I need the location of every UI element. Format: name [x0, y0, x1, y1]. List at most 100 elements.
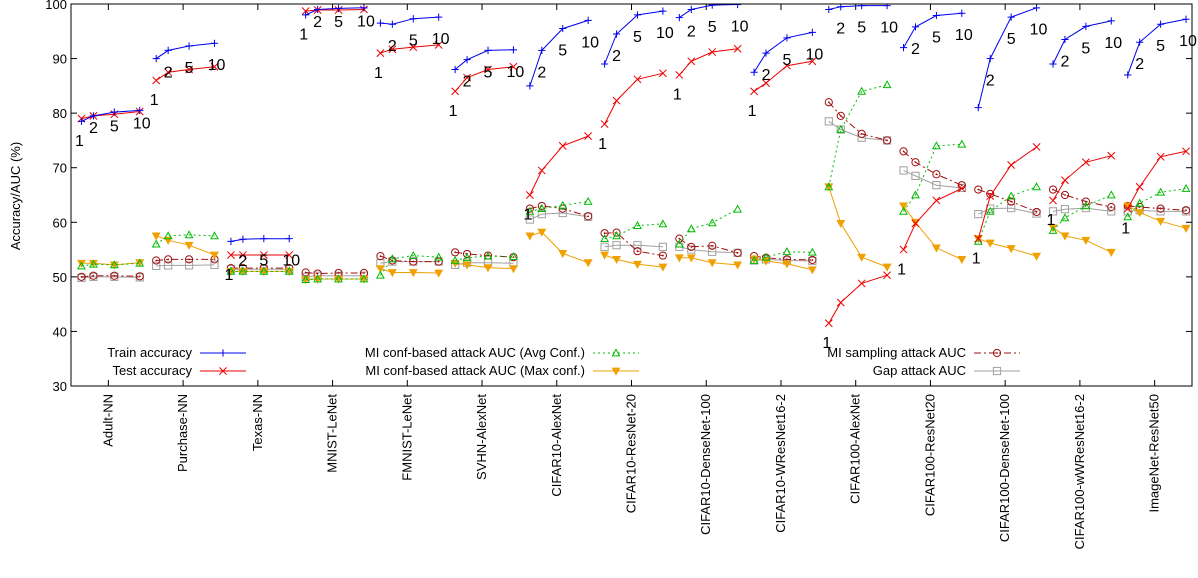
data-point	[1048, 207, 1058, 216]
data-point	[152, 54, 160, 63]
series-line	[828, 5, 888, 10]
data-point	[825, 5, 833, 14]
data-point	[974, 185, 983, 194]
data-point-center	[711, 244, 714, 247]
data-point	[376, 252, 385, 261]
checkpoint-label: 2	[164, 64, 173, 81]
data-point	[633, 241, 642, 250]
checkpoint-label: 1	[150, 92, 159, 109]
data-point	[708, 48, 717, 56]
data-point	[484, 65, 492, 74]
checkpoint-label: 2	[1061, 53, 1070, 70]
data-point-center	[1064, 194, 1066, 196]
series-line	[1127, 205, 1187, 229]
checkpoint-label: 10	[955, 27, 973, 44]
data-point	[463, 73, 472, 82]
series-line	[604, 244, 663, 248]
data-point-center	[587, 215, 590, 218]
checkpoint-label: 2	[911, 41, 920, 58]
checkpoint-label: 5	[1007, 31, 1016, 48]
data-point	[633, 11, 642, 19]
data-point	[633, 247, 642, 256]
data-point	[538, 46, 546, 54]
data-point	[986, 192, 995, 201]
data-point-center	[138, 275, 141, 278]
legend-entry-train: Train accuracy	[107, 345, 246, 360]
checkpoint-label: 5	[484, 64, 493, 81]
data-point	[824, 319, 833, 328]
data-point	[376, 49, 385, 58]
data-point	[932, 181, 941, 190]
data-point	[238, 266, 248, 275]
data-point	[857, 279, 866, 288]
data-point	[911, 171, 920, 181]
data-point	[135, 258, 145, 267]
series-line	[380, 16, 439, 25]
checkpoint-label: 2	[762, 67, 771, 84]
data-point	[451, 87, 460, 96]
data-point-center	[1185, 209, 1187, 212]
data-point-center	[636, 250, 639, 253]
data-point	[612, 231, 622, 240]
data-point	[836, 111, 845, 120]
data-point	[1107, 202, 1116, 212]
checkpoint-label: 2	[687, 23, 696, 40]
checkpoint-label: 5	[857, 20, 866, 37]
data-point	[707, 259, 717, 268]
data-point	[226, 251, 235, 259]
series-line	[156, 235, 215, 256]
data-point	[219, 349, 227, 357]
data-point	[152, 256, 161, 265]
checkpoint-label: 2	[89, 120, 98, 137]
checkpoint-label: 1	[673, 87, 682, 104]
data-point	[1032, 4, 1041, 12]
data-point	[388, 45, 397, 54]
data-point	[600, 242, 609, 251]
checkpoint-label: 5	[259, 253, 268, 270]
data-point	[1123, 212, 1133, 221]
data-point	[1007, 203, 1016, 213]
checkpoint-label: 10	[208, 57, 226, 74]
data-point	[1060, 190, 1070, 200]
data-point-center	[902, 150, 905, 153]
data-point	[612, 30, 621, 38]
series-line	[679, 257, 738, 266]
series-line	[155, 66, 215, 81]
checkpoint-label: 1	[1121, 220, 1130, 237]
data-point	[284, 266, 294, 275]
data-point	[484, 46, 492, 54]
data-point	[210, 62, 219, 71]
y-tick-label: 70	[53, 161, 67, 176]
data-point	[974, 104, 982, 112]
data-point	[686, 254, 696, 263]
series-line	[1052, 194, 1112, 231]
data-point	[435, 13, 443, 21]
series-line	[454, 49, 514, 70]
data-point	[1032, 252, 1041, 261]
data-point-center	[1052, 188, 1054, 191]
data-point-center	[155, 259, 158, 262]
data-point-center	[1159, 207, 1162, 210]
data-point	[1081, 158, 1090, 167]
data-point	[388, 20, 396, 28]
series-line	[604, 254, 663, 268]
data-point	[525, 191, 534, 199]
data-point	[782, 247, 792, 256]
data-point	[210, 231, 219, 240]
x-tick-label: CIFAR100-ResNet20	[922, 394, 937, 516]
data-point	[750, 87, 759, 96]
data-point	[911, 219, 920, 228]
data-point	[537, 210, 546, 219]
data-point	[434, 257, 443, 266]
data-point-center	[337, 272, 340, 274]
data-point	[932, 11, 941, 20]
data-point	[227, 237, 235, 245]
legend-entry-avg: MI conf-based attack AUC (Avg Conf.)	[365, 345, 639, 360]
series-line	[1127, 209, 1186, 212]
data-point	[462, 261, 472, 270]
data-point	[1048, 225, 1058, 234]
series-line	[753, 60, 813, 92]
data-point	[525, 232, 535, 241]
series-line	[604, 232, 663, 257]
series-line	[678, 208, 738, 245]
